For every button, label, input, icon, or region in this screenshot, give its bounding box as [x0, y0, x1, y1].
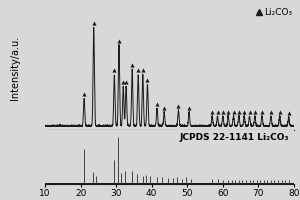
- Legend: Li₂CO₃: Li₂CO₃: [256, 7, 293, 18]
- Text: JCPDS 22-1141 Li₂CO₃: JCPDS 22-1141 Li₂CO₃: [179, 133, 289, 142]
- Text: Intensity/a.u.: Intensity/a.u.: [10, 36, 20, 100]
